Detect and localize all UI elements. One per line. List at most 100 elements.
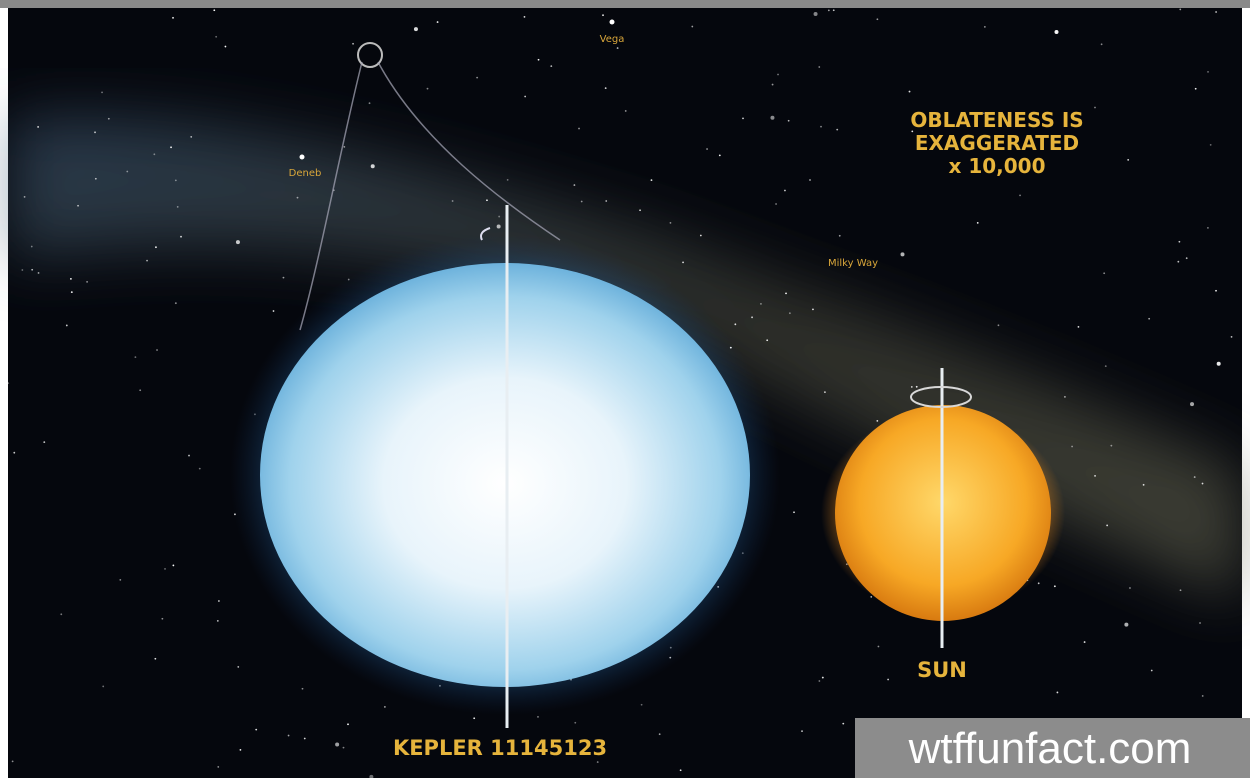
watermark: wtffunfact.com (908, 724, 1192, 773)
star (742, 117, 744, 119)
star (818, 66, 820, 68)
star (237, 666, 239, 668)
star (126, 171, 128, 173)
star (66, 325, 68, 327)
star (31, 246, 33, 248)
oblateness-line: OBLATENESS IS (910, 108, 1083, 132)
star (134, 356, 136, 358)
star (887, 679, 889, 681)
star (1019, 195, 1021, 197)
star (785, 292, 787, 294)
star (691, 26, 693, 28)
star (476, 77, 478, 79)
star (369, 102, 371, 104)
oblateness-line: x 10,000 (948, 154, 1045, 178)
star (680, 769, 682, 771)
star (651, 179, 653, 181)
star (751, 316, 753, 318)
star (218, 600, 220, 602)
star (824, 391, 826, 393)
star (94, 131, 96, 133)
deneb-star (300, 155, 305, 160)
star (617, 47, 619, 49)
star (175, 302, 177, 304)
star (1064, 396, 1066, 398)
star (809, 179, 811, 181)
star (13, 452, 15, 454)
star (1199, 622, 1201, 624)
star (255, 729, 257, 731)
star (1094, 107, 1096, 109)
star (1215, 290, 1217, 292)
star (101, 91, 103, 93)
star (770, 116, 774, 120)
star (814, 12, 818, 16)
star (605, 200, 607, 202)
star (153, 153, 155, 155)
star (288, 735, 290, 737)
star (172, 17, 174, 19)
star (777, 74, 779, 76)
star (911, 386, 913, 388)
star (550, 65, 552, 67)
star (916, 386, 918, 388)
star (95, 178, 97, 180)
star (175, 179, 177, 181)
star (578, 128, 580, 130)
star (21, 269, 23, 271)
star (984, 26, 986, 28)
star (1101, 43, 1103, 45)
star (1217, 362, 1221, 366)
star (870, 596, 872, 598)
star (180, 236, 182, 238)
star (1106, 525, 1108, 527)
star (784, 190, 786, 192)
star (217, 620, 219, 622)
star (524, 16, 526, 18)
star (427, 88, 429, 90)
star (497, 225, 501, 229)
star (839, 235, 841, 237)
star (524, 96, 526, 98)
star (573, 184, 575, 186)
star (1202, 695, 1204, 697)
star (766, 339, 768, 341)
star (199, 468, 201, 470)
star (1231, 336, 1233, 338)
star (190, 136, 192, 138)
star (177, 206, 179, 208)
star (1180, 589, 1182, 591)
star (1054, 585, 1056, 587)
star (719, 155, 721, 157)
star (283, 277, 285, 279)
star (1202, 483, 1204, 485)
star (213, 9, 215, 11)
star (170, 146, 172, 148)
star (734, 323, 736, 325)
star (1057, 692, 1059, 694)
star (1178, 241, 1180, 243)
star (1105, 365, 1107, 367)
star (24, 196, 26, 198)
star (343, 146, 345, 148)
star (70, 278, 72, 280)
star (304, 738, 306, 740)
star (639, 209, 641, 211)
star (537, 716, 539, 718)
star (414, 27, 418, 31)
star (659, 733, 661, 735)
star (236, 240, 240, 244)
star (605, 87, 607, 89)
star (1210, 144, 1212, 146)
star (901, 252, 905, 256)
star (1190, 402, 1194, 406)
star (998, 324, 1000, 326)
star (217, 766, 219, 768)
star (437, 21, 439, 23)
star (772, 84, 774, 86)
star (775, 203, 777, 205)
star (682, 261, 684, 263)
star (842, 723, 844, 725)
star (820, 126, 822, 128)
deneb-label: Deneb (289, 168, 322, 179)
